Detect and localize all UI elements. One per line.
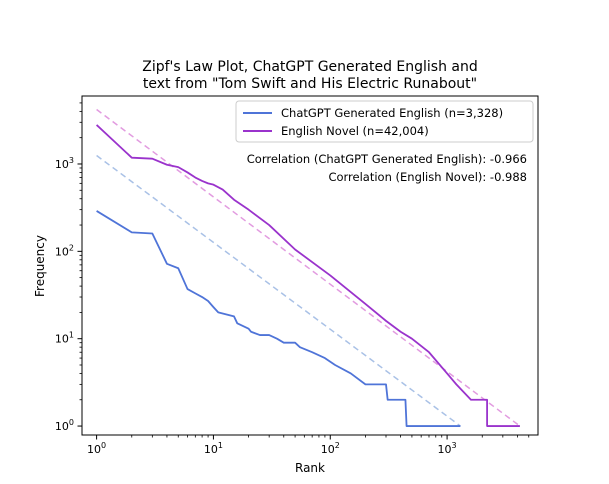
series-line-0 — [96, 210, 461, 427]
x-tick-label: 103 — [438, 441, 457, 456]
reference-line-0 — [96, 154, 461, 427]
legend-box — [235, 100, 534, 143]
chart-title-line-1: Zipf's Law Plot, ChatGPT Generated Engli… — [142, 59, 478, 75]
legend-label-chatgpt: ChatGPT Generated English (n=3,328) — [281, 106, 503, 120]
legend-label-english-novel: English Novel (n=42,004) — [281, 124, 429, 138]
annotation-correlation-english-novel: Correlation (English Novel): -0.988 — [328, 170, 527, 184]
x-tick-label: 101 — [204, 441, 223, 456]
y-tick-label: 102 — [55, 243, 74, 258]
legend: ChatGPT Generated English (n=3,328) Engl… — [235, 100, 534, 143]
x-tick-label: 100 — [87, 441, 106, 456]
reference-line-1 — [96, 108, 521, 427]
x-tick-label: 102 — [321, 441, 340, 456]
annotation-correlation-chatgpt: Correlation (ChatGPT Generated English):… — [247, 152, 527, 166]
x-axis-label: Rank — [295, 461, 325, 475]
y-axis-label: Frequency — [33, 235, 47, 297]
plot-frame — [81, 95, 539, 436]
y-tick-label: 100 — [55, 418, 74, 433]
y-tick-label: 103 — [55, 156, 74, 171]
series-line-1 — [95, 124, 520, 427]
chart-title-line-2: text from "Tom Swift and His Electric Ru… — [143, 76, 477, 92]
y-tick-label: 101 — [55, 331, 74, 346]
